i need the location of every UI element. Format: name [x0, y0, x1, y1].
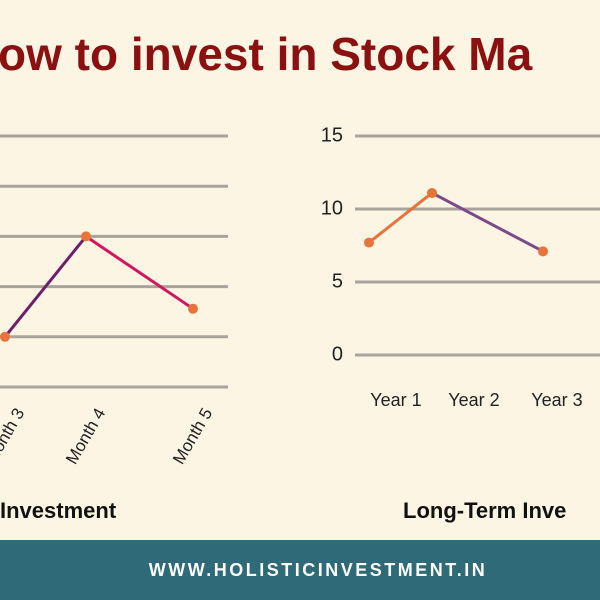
x-tick-label: Year 2	[448, 390, 499, 410]
y-tick-label: 10	[321, 197, 343, 219]
x-tick-label: Year 1	[370, 390, 421, 410]
line-segment	[3, 235, 88, 338]
line-segment	[85, 235, 194, 310]
line-segment	[431, 191, 544, 253]
y-tick-label: 5	[332, 270, 343, 292]
data-point	[364, 237, 374, 248]
data-point	[538, 246, 548, 257]
data-point	[0, 331, 10, 342]
chart-title: Long-Term Inve	[403, 498, 566, 523]
x-tick-label: Year 3	[531, 390, 582, 410]
chart-title: Investment	[0, 498, 117, 523]
data-point	[427, 187, 437, 198]
footer-url: WWW.HOLISTICINVESTMENT.IN	[149, 560, 488, 580]
data-point	[81, 231, 91, 242]
y-tick-label: 15	[321, 124, 343, 146]
y-tick-label: 0	[332, 343, 343, 365]
footer-bar	[0, 540, 600, 600]
line-segment	[368, 191, 433, 244]
data-point	[188, 303, 198, 314]
page-title: ow to invest in Stock Ma	[0, 28, 533, 80]
